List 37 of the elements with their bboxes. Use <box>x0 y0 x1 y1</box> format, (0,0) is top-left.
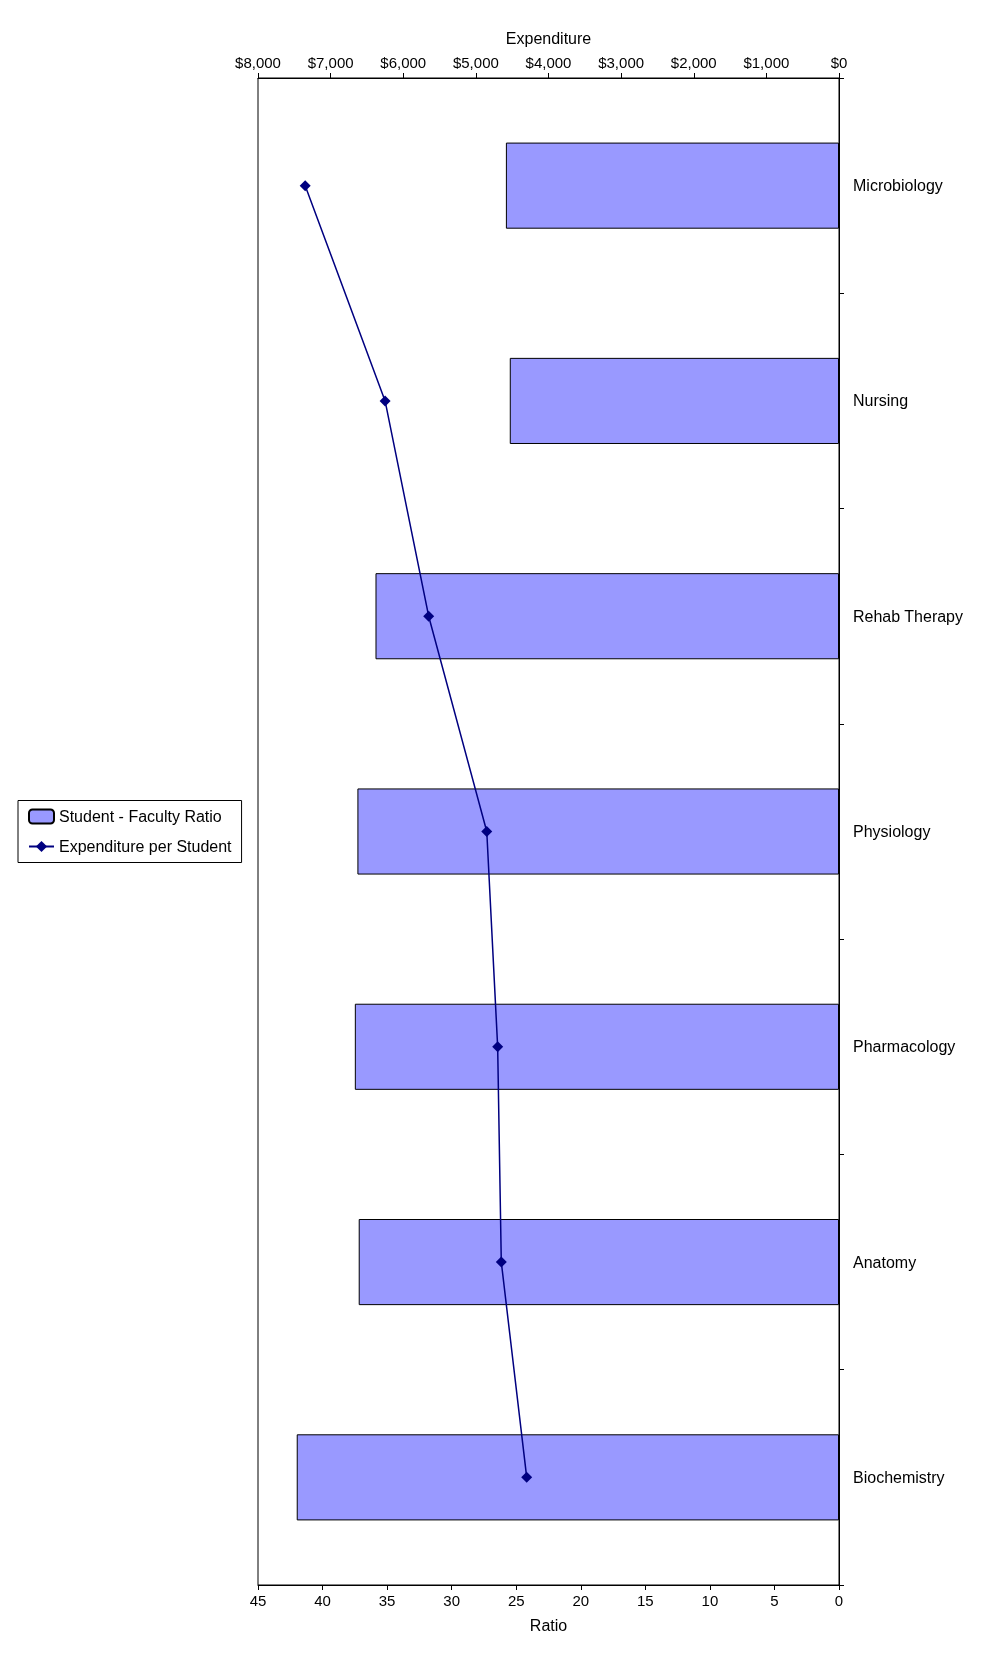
x2-tick-label: $8,000 <box>235 54 281 71</box>
y-tick-label: Rehab Therapy <box>853 607 963 625</box>
x2-tick-label: $7,000 <box>307 54 354 71</box>
x2-axis-title: Expenditure <box>505 29 592 47</box>
x-tick-label: 5 <box>770 1592 779 1609</box>
point <box>481 826 493 837</box>
x-tick-label: 0 <box>834 1592 844 1609</box>
x2-tick-label: $0 <box>830 54 848 71</box>
x-tick-label: 10 <box>701 1592 719 1609</box>
legend-label: Student - Faculty Ratio <box>59 808 222 825</box>
x2-tick-label: $3,000 <box>598 54 645 71</box>
y-tick-label: Biochemistry <box>853 1468 945 1486</box>
x2-tick-label: $4,000 <box>525 54 572 71</box>
x-tick-label: 25 <box>507 1592 525 1609</box>
x2-tick-label: $5,000 <box>452 54 499 71</box>
point <box>492 1041 504 1053</box>
x-axis-title: Ratio <box>529 1616 568 1634</box>
x-tick-label: 45 <box>249 1592 267 1609</box>
x-tick-label: 20 <box>572 1592 590 1609</box>
x2-tick-label: $1,000 <box>743 54 790 71</box>
legend-label: Expenditure per Student <box>59 838 233 855</box>
point <box>379 395 391 407</box>
x2-tick-label: $6,000 <box>380 54 427 71</box>
point <box>423 610 435 622</box>
point <box>521 1471 533 1483</box>
point <box>495 1256 507 1268</box>
point <box>299 180 311 192</box>
y-tick-label: Nursing <box>853 392 909 410</box>
x-tick-label: 40 <box>314 1592 331 1609</box>
y-tick-label: Physiology <box>853 823 931 840</box>
x-tick-label: 35 <box>378 1592 396 1609</box>
y-tick-label: Anatomy <box>853 1253 917 1271</box>
x2-tick-label: $2,000 <box>670 54 717 71</box>
x-tick-label: 15 <box>636 1592 654 1609</box>
x-tick-label: 30 <box>443 1592 461 1609</box>
y-tick-label: Pharmacology <box>853 1038 956 1056</box>
y-tick-label: Microbiology <box>853 177 943 195</box>
